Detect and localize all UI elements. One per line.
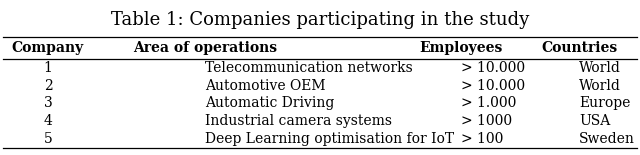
Text: 1: 1 [44,61,52,75]
Text: USA: USA [579,114,611,128]
Text: Table 1: Companies participating in the study: Table 1: Companies participating in the … [111,11,529,29]
Text: 5: 5 [44,132,52,146]
Text: Automatic Driving: Automatic Driving [205,96,334,111]
Text: World: World [579,61,621,75]
Text: Deep Learning optimisation for IoT: Deep Learning optimisation for IoT [205,132,454,146]
Text: 3: 3 [44,96,52,111]
Text: Area of operations: Area of operations [132,41,277,55]
Text: Europe: Europe [579,96,630,111]
Text: > 1.000: > 1.000 [461,96,516,111]
Text: Sweden: Sweden [579,132,635,146]
Text: Industrial camera systems: Industrial camera systems [205,114,392,128]
Text: Employees: Employees [419,41,502,55]
Text: Telecommunication networks: Telecommunication networks [205,61,413,75]
Text: 4: 4 [44,114,52,128]
Text: > 10.000: > 10.000 [461,61,525,75]
Text: World: World [579,79,621,93]
Text: > 10.000: > 10.000 [461,79,525,93]
Text: 2: 2 [44,79,52,93]
Text: Automotive OEM: Automotive OEM [205,79,325,93]
Text: Company: Company [12,41,84,55]
Text: > 1000: > 1000 [461,114,512,128]
Text: Countries: Countries [541,41,618,55]
Text: > 100: > 100 [461,132,503,146]
